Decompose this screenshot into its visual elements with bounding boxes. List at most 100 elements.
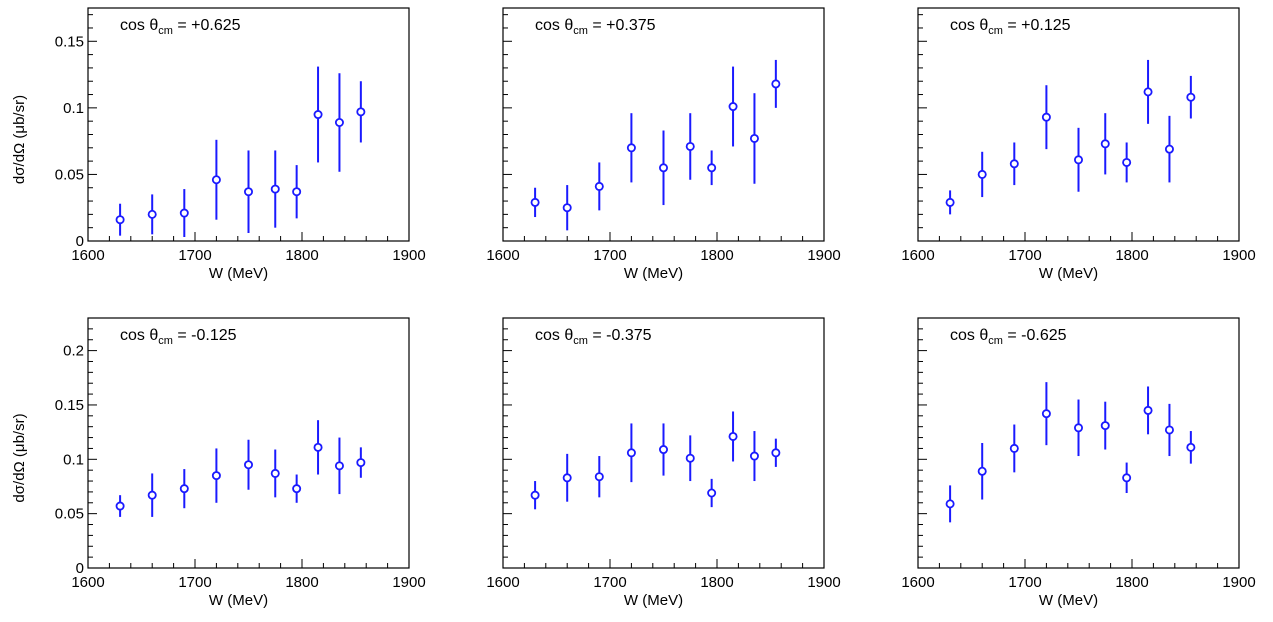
data-point <box>977 443 987 500</box>
point-marker <box>1041 112 1051 122</box>
point-marker <box>179 208 189 218</box>
point-marker <box>179 484 189 494</box>
data-point <box>1122 462 1132 493</box>
data-point <box>1143 59 1153 124</box>
y-tick-label: 0.15 <box>55 33 84 50</box>
panel-1: 1600 1700 1800 1900 0 0.05 0.1 0.15 W (MeV) dσ/dΩ… <box>11 7 426 282</box>
point-marker <box>945 499 955 509</box>
data-point <box>1122 142 1132 183</box>
data-point <box>292 474 302 503</box>
plot-frame <box>917 7 1240 242</box>
point-marker <box>771 79 781 89</box>
point-marker <box>211 471 221 481</box>
data-point <box>1186 431 1196 464</box>
panel-4: 1600 1700 1800 1900 0 0.05 0.1 0.15 0.2 W (MeV) dσ… <box>11 317 426 609</box>
data-point <box>179 189 189 238</box>
x-tick-label: 1900 <box>807 247 840 264</box>
plot-frame <box>502 317 825 569</box>
point-marker <box>749 133 759 143</box>
x-tick-label: 1900 <box>1222 247 1255 264</box>
point-marker <box>270 184 280 194</box>
data-point <box>562 453 572 502</box>
panel-annotation: cos θcm = -0.375 <box>535 327 652 347</box>
data-point <box>1041 382 1051 446</box>
x-tick-label: 1800 <box>1115 247 1148 264</box>
plot-frame <box>87 7 410 242</box>
point-marker <box>977 169 987 179</box>
point-marker <box>1009 159 1019 169</box>
point-marker <box>626 448 636 458</box>
data-point <box>659 423 669 476</box>
x-axis-label: W (MeV) <box>209 592 268 609</box>
data-point <box>749 431 759 482</box>
data-point <box>243 439 253 490</box>
point-marker <box>1164 144 1174 154</box>
data-point <box>562 185 572 231</box>
point-marker <box>211 175 221 185</box>
point-marker <box>1100 421 1110 431</box>
x-tick-label: 1900 <box>1222 574 1255 591</box>
panel-3: 1600 1700 1800 1900 W (MeV) cos θcm = +0.125 <box>901 7 1256 282</box>
x-tick-label: 1600 <box>901 574 934 591</box>
data-point <box>530 187 540 218</box>
point-marker <box>659 163 669 173</box>
point-marker <box>1122 473 1132 483</box>
point-marker <box>270 468 280 478</box>
x-axis-label: W (MeV) <box>1039 592 1098 609</box>
point-marker <box>115 501 125 511</box>
data-point <box>749 93 759 184</box>
data-point <box>115 203 125 236</box>
point-marker <box>334 118 344 128</box>
point-marker <box>1186 92 1196 102</box>
point-marker <box>530 197 540 207</box>
point-marker <box>292 484 302 494</box>
point-marker <box>1122 157 1132 167</box>
point-marker <box>1143 405 1153 415</box>
data-point <box>594 456 604 498</box>
data-point <box>977 151 987 198</box>
point-marker <box>749 451 759 461</box>
point-marker <box>562 473 572 483</box>
x-tick-label: 1600 <box>486 247 519 264</box>
point-marker <box>356 107 366 117</box>
x-tick-label: 1800 <box>285 574 318 591</box>
point-marker <box>626 143 636 153</box>
y-axis-label: dσ/dΩ (μb/sr) <box>11 95 28 184</box>
data-point <box>1009 424 1019 473</box>
point-marker <box>562 203 572 213</box>
data-point <box>728 411 738 462</box>
point-marker <box>115 215 125 225</box>
panel-annotation: cos θcm = -0.125 <box>120 327 237 347</box>
x-tick-label: 1600 <box>71 247 104 264</box>
y-tick-label: 0 <box>76 233 84 250</box>
y-tick-label: 0.15 <box>55 397 84 414</box>
data-point <box>945 190 955 215</box>
point-marker <box>1186 442 1196 452</box>
plot-frame <box>917 317 1240 569</box>
data-point <box>211 448 221 503</box>
y-tick-label: 0.1 <box>63 100 84 117</box>
data-point <box>1186 75 1196 119</box>
point-marker <box>1164 425 1174 435</box>
point-marker <box>707 488 717 498</box>
data-point <box>1100 401 1110 450</box>
data-point <box>356 81 366 143</box>
data-point <box>147 194 157 235</box>
data-point <box>1164 115 1174 183</box>
data-point <box>115 495 125 517</box>
point-marker <box>771 448 781 458</box>
panel-annotation: cos θcm = +0.375 <box>535 17 656 37</box>
plot-frame <box>502 7 825 242</box>
point-marker <box>313 110 323 120</box>
x-tick-label: 1700 <box>178 247 211 264</box>
data-point <box>1164 403 1174 457</box>
x-tick-label: 1600 <box>71 574 104 591</box>
data-point <box>1074 127 1084 192</box>
panel-annotation: cos θcm = +0.625 <box>120 17 241 37</box>
data-point <box>945 485 955 523</box>
x-tick-label: 1600 <box>486 574 519 591</box>
data-point <box>270 449 280 498</box>
data-point <box>1074 399 1084 457</box>
data-point <box>1143 386 1153 435</box>
